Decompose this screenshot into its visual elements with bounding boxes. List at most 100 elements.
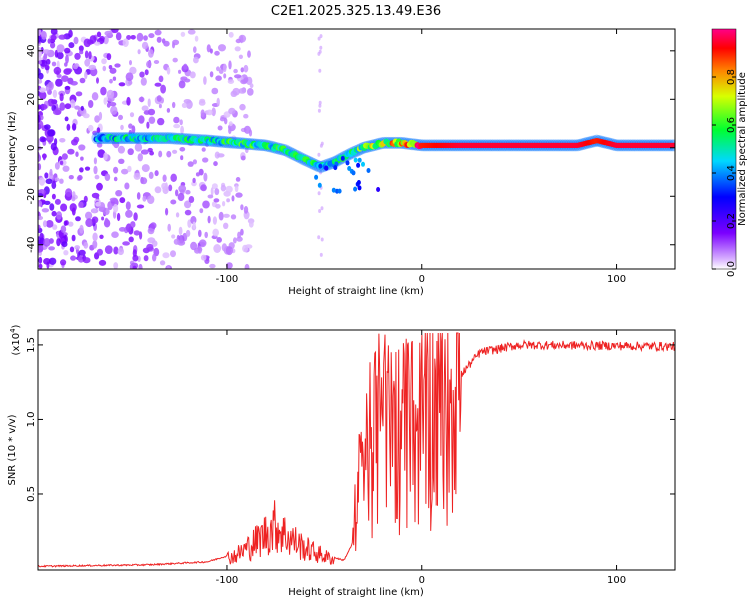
noise-cell [43, 238, 51, 247]
noise-cell [320, 206, 324, 211]
noise-cell [156, 36, 162, 43]
signal-cell [356, 180, 361, 185]
noise-cell [109, 67, 117, 74]
y-tick-label: -20 [26, 188, 37, 204]
colorbar-tick-label: 0.4 [726, 165, 737, 181]
noise-cell [122, 38, 129, 47]
snr-series-line [38, 332, 675, 568]
signal-cell [314, 174, 319, 180]
noise-cell [198, 229, 202, 238]
snr-frame [37, 329, 676, 571]
noise-cell [107, 201, 113, 211]
signal-cell [376, 187, 381, 192]
noise-cell [232, 87, 241, 96]
noise-cell [88, 64, 97, 70]
noise-cell [198, 239, 207, 248]
noise-cell [243, 125, 251, 134]
signal-cell [357, 157, 362, 163]
noise-cell [43, 258, 51, 265]
noise-cell [82, 257, 91, 264]
noise-cell [177, 192, 185, 202]
noise-cell [159, 260, 166, 266]
x-tick-label: -100 [216, 274, 239, 285]
noise-cell [173, 123, 181, 129]
noise-cell [146, 243, 154, 251]
noise-cell [50, 142, 57, 151]
colorbar-tick-label: 0.0 [726, 261, 737, 277]
noise-cell [192, 221, 196, 230]
snr-yscale: (x104) [9, 324, 22, 355]
noise-cell [211, 107, 216, 117]
noise-cell [126, 96, 131, 106]
noise-cell [115, 190, 123, 197]
noise-cell [125, 201, 131, 210]
noise-cell [317, 191, 321, 196]
noise-cell [140, 177, 148, 185]
noise-cell [119, 197, 126, 204]
noise-cell [193, 56, 199, 64]
noise-cell [88, 51, 92, 60]
noise-cell [202, 200, 210, 209]
noise-cell [44, 172, 49, 179]
signal-cell [361, 161, 365, 167]
noise-cell [84, 71, 88, 80]
noise-cell [195, 172, 200, 177]
noise-cell [173, 116, 180, 124]
noise-cell [200, 109, 205, 118]
noise-cell [137, 49, 141, 55]
noise-cell [160, 84, 167, 94]
noise-cell [100, 86, 107, 96]
noise-cell [104, 217, 109, 225]
noise-cell [200, 254, 207, 261]
noise-cell [317, 235, 321, 240]
noise-cell [231, 195, 235, 202]
y-tick-label: 1.0 [26, 411, 37, 427]
noise-cell [64, 220, 69, 226]
noise-cell [67, 148, 75, 155]
noise-cell [98, 111, 103, 121]
spectrogram-ylabel: Frequency (Hz) [7, 111, 18, 187]
noise-cell [142, 195, 147, 202]
noise-cell [54, 162, 60, 170]
noise-cell [318, 68, 322, 73]
noise-cell [122, 241, 130, 246]
noise-cell [148, 33, 155, 39]
x-tick-label: 100 [607, 575, 626, 586]
noise-cell [109, 102, 117, 107]
noise-cell [132, 254, 139, 262]
noise-cell [214, 50, 220, 56]
noise-cell [184, 78, 191, 83]
noise-cell [109, 78, 113, 84]
noise-cell [215, 203, 221, 209]
noise-cell [318, 49, 322, 54]
noise-cell [125, 72, 134, 82]
noise-cell [38, 243, 44, 253]
noise-cell [71, 123, 77, 131]
noise-cell [141, 164, 150, 173]
noise-cell [317, 152, 321, 157]
noise-cell [318, 100, 322, 105]
noise-cell [91, 216, 99, 224]
noise-cell [239, 103, 246, 111]
noise-cell [65, 188, 73, 197]
signal-cell [318, 163, 323, 169]
noise-cell [233, 68, 238, 74]
noise-cell [59, 102, 66, 111]
noise-cell [117, 247, 125, 256]
noise-cell [64, 103, 72, 110]
noise-cell [216, 237, 222, 243]
noise-cell [228, 31, 234, 38]
noise-cell [140, 149, 149, 155]
noise-cell [212, 228, 219, 237]
noise-cell [187, 219, 192, 228]
noise-cell [213, 244, 222, 253]
noise-cell [211, 87, 219, 95]
noise-cell [53, 66, 62, 75]
noise-cell [192, 159, 197, 165]
noise-cell [70, 255, 77, 261]
noise-cell [132, 265, 137, 269]
noise-cell [58, 34, 67, 40]
noise-cell [216, 66, 220, 72]
noise-cell [53, 109, 61, 116]
noise-cell [83, 38, 92, 48]
